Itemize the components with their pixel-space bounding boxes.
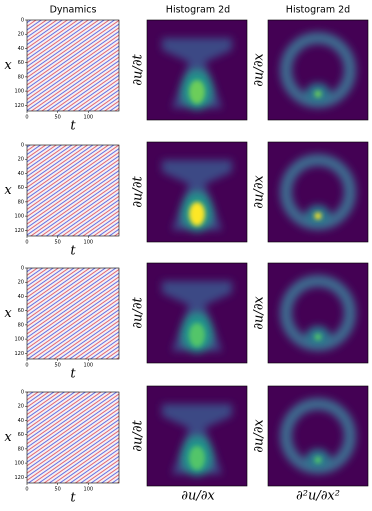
y-tick-label: 40 [18, 418, 24, 424]
x-tick-label: 0 [25, 487, 28, 493]
y-tick-label: 120 [14, 351, 24, 357]
y-axis-label: ∂u/∂x [252, 175, 267, 209]
histogram-frame [146, 19, 248, 121]
y-axis-label: x [4, 58, 12, 73]
dynamics-image [26, 267, 120, 360]
y-tick-label: 100 [14, 461, 24, 467]
histogram-panel [267, 19, 369, 121]
y-tick-label: 40 [18, 46, 24, 52]
density-peak [189, 80, 205, 104]
histogram-frame [146, 385, 248, 487]
y-tick-label: 20 [18, 280, 24, 286]
y-axis-label: ∂u/∂t [131, 420, 146, 452]
dynamics-image [26, 144, 120, 237]
y-tick-label: 0 [21, 390, 24, 396]
x-tick-label: 50 [54, 487, 60, 493]
column-title: Histogram 2d [286, 5, 350, 16]
y-tick-label: 100 [14, 214, 24, 220]
x-axis-label: t [70, 367, 76, 382]
y-tick-label: 0 [21, 143, 24, 149]
density-peak [314, 212, 322, 220]
histogram-frame [267, 262, 369, 364]
x-tick-label: 100 [84, 115, 94, 121]
y-axis-label: ∂u/∂x [252, 53, 267, 87]
histogram-panel [267, 385, 369, 487]
histogram-frame [267, 141, 369, 243]
column-title: Histogram 2d [166, 5, 230, 16]
histogram-frame [146, 262, 248, 364]
y-tick-label: 100 [14, 89, 24, 95]
x-axis-label: ∂u/∂x [181, 489, 215, 504]
histogram-panel [146, 141, 248, 243]
y-tick-label: 80 [18, 199, 24, 205]
x-tick-label: 100 [84, 240, 94, 246]
density-peak [314, 90, 322, 98]
y-axis-label: ∂u/∂t [131, 297, 146, 329]
dynamics-image [26, 19, 120, 112]
x-axis-label: ∂²u/∂x² [296, 489, 340, 504]
y-tick-label: 0 [21, 18, 24, 24]
y-tick-label: 60 [18, 308, 24, 314]
y-tick-label: 120 [14, 228, 24, 234]
dynamics-image [26, 391, 120, 484]
x-tick-label: 0 [25, 363, 28, 369]
density-peak [189, 446, 205, 470]
density-peak [189, 323, 205, 347]
x-tick-label: 100 [84, 363, 94, 369]
y-tick-label: 20 [18, 157, 24, 163]
x-tick-label: 50 [54, 115, 60, 121]
histogram-frame [267, 19, 369, 121]
x-tick-label: 0 [25, 240, 28, 246]
y-axis-label: x [4, 306, 12, 321]
histogram-frame [146, 141, 248, 243]
x-tick-label: 50 [54, 240, 60, 246]
histogram-panel [146, 19, 248, 121]
y-tick-label: 60 [18, 60, 24, 66]
y-tick-label: 20 [18, 404, 24, 410]
y-tick-label: 60 [18, 185, 24, 191]
y-axis-label: ∂u/∂x [252, 296, 267, 330]
y-tick-label: 20 [18, 32, 24, 38]
y-axis-label: ∂u/∂x [252, 419, 267, 453]
histogram-panel [267, 262, 369, 364]
x-axis-label: t [70, 244, 76, 259]
y-tick-label: 80 [18, 322, 24, 328]
y-axis-label: ∂u/∂t [131, 176, 146, 208]
y-axis-label: ∂u/∂t [131, 54, 146, 86]
x-tick-label: 50 [54, 363, 60, 369]
histogram-frame [267, 385, 369, 487]
y-tick-label: 120 [14, 475, 24, 481]
density-peak [314, 333, 322, 341]
density-peak [189, 202, 205, 226]
histogram-panel [146, 262, 248, 364]
x-tick-label: 0 [25, 115, 28, 121]
y-tick-label: 0 [21, 266, 24, 272]
y-tick-label: 40 [18, 294, 24, 300]
y-axis-label: x [4, 183, 12, 198]
y-tick-label: 100 [14, 337, 24, 343]
column-title: Dynamics [50, 5, 97, 16]
x-tick-label: 100 [84, 487, 94, 493]
histogram-panel [267, 141, 369, 243]
y-axis-label: x [4, 430, 12, 445]
x-axis-label: t [70, 119, 76, 134]
y-tick-label: 40 [18, 171, 24, 177]
x-axis-label: t [70, 491, 76, 506]
y-tick-label: 80 [18, 446, 24, 452]
histogram-panel [146, 385, 248, 487]
y-tick-label: 60 [18, 432, 24, 438]
y-tick-label: 80 [18, 74, 24, 80]
density-peak [314, 456, 322, 464]
y-tick-label: 120 [14, 103, 24, 109]
